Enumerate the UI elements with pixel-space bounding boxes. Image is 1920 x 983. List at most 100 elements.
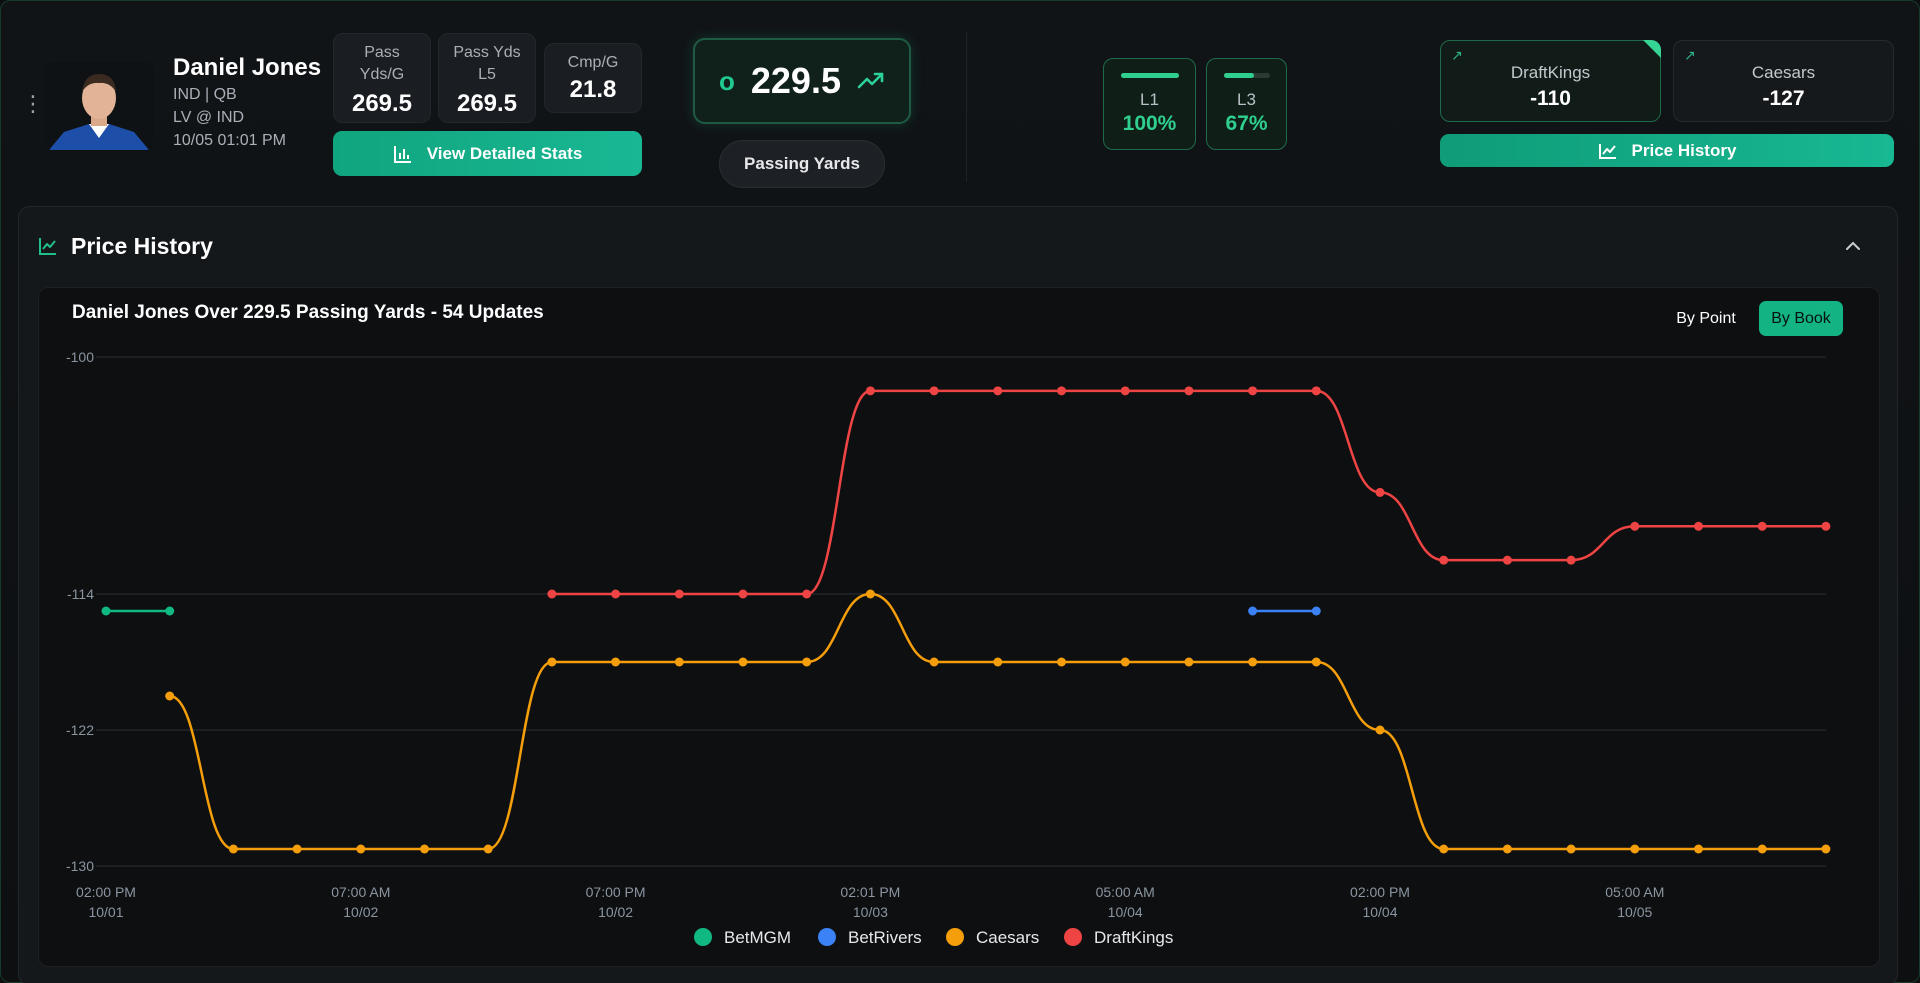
header-divider (966, 32, 967, 182)
stat-label: Cmp/G (567, 54, 619, 71)
y-tick-label: -114 (67, 586, 94, 602)
data-point-draftkings (738, 589, 748, 599)
hit-rate-value: 100% (1122, 112, 1177, 135)
data-point-caesars (420, 844, 429, 854)
data-point-caesars (483, 844, 493, 854)
data-point-caesars (611, 657, 621, 667)
x-tick-label: 05:00 AM (1605, 884, 1664, 900)
data-point-caesars (356, 844, 366, 854)
data-point-caesars (1439, 844, 1449, 854)
stat-card-pass-yds-per-game: Pass Yds/G 269.5 (333, 33, 431, 123)
x-tick-label: 10/03 (853, 904, 888, 920)
data-point-caesars (1566, 844, 1576, 854)
stat-value: 21.8 (569, 76, 617, 103)
data-point-betmgm (165, 606, 175, 616)
legend-marker-betrivers (818, 928, 836, 946)
data-point-draftkings (1248, 386, 1258, 396)
data-point-caesars (1502, 844, 1512, 854)
price-history-button-label: Price History (1631, 140, 1737, 160)
hit-rate-value: 67% (1225, 112, 1268, 135)
external-link-icon[interactable]: ↗ (1451, 47, 1463, 63)
stat-label: Pass Yds/G (359, 44, 405, 83)
hit-rate-bar (1120, 73, 1179, 78)
legend-label-caesars: Caesars (976, 928, 1039, 947)
x-tick-label: 07:00 PM (586, 884, 646, 900)
x-tick-label: 10/04 (1362, 904, 1397, 920)
stat-card-cmp-per-game: Cmp/G 21.8 (544, 43, 642, 113)
data-point-draftkings (1502, 555, 1512, 565)
data-point-caesars (1630, 844, 1640, 854)
price-history-button[interactable]: Price History (1440, 134, 1894, 167)
hit-rate-l1: L1 100% (1103, 58, 1196, 150)
data-point-draftkings (1566, 555, 1576, 565)
series-line-caesars (169, 592, 1826, 851)
data-point-draftkings (1311, 386, 1321, 396)
prop-line-card[interactable]: o 229.5 (693, 38, 911, 124)
data-point-caesars (292, 844, 302, 854)
data-point-betmgm (101, 606, 111, 616)
data-point-caesars (1694, 844, 1703, 854)
hit-rate-label: L3 (1237, 90, 1256, 109)
x-tick-label: 02:01 PM (840, 884, 900, 900)
data-point-caesars (1757, 844, 1767, 854)
book-odds: -127 (1762, 87, 1805, 110)
x-tick-label: 07:00 AM (331, 884, 390, 900)
y-tick-label: -100 (66, 349, 94, 365)
data-point-caesars (802, 657, 812, 667)
data-point-caesars (993, 657, 1003, 667)
legend-label-betmgm: BetMGM (724, 928, 791, 947)
hit-rate-label: L1 (1140, 90, 1159, 109)
x-tick-label: 02:00 PM (76, 884, 136, 900)
legend-label-draftkings: DraftKings (1094, 928, 1173, 947)
stat-value: 269.5 (456, 90, 518, 117)
y-tick-label: -122 (66, 722, 94, 738)
line-chart-icon (1598, 143, 1616, 159)
data-point-draftkings (1439, 555, 1449, 565)
data-point-draftkings (674, 589, 684, 599)
panel-title: Price History (71, 233, 213, 259)
x-tick-label: 10/05 (1617, 904, 1652, 920)
market-pill[interactable]: Passing Yards (719, 140, 885, 188)
data-point-caesars (738, 657, 748, 667)
data-point-draftkings (1120, 386, 1130, 396)
trending-up-icon (857, 72, 884, 89)
x-tick-label: 05:00 AM (1096, 884, 1155, 900)
stat-card-pass-yds-l5: Pass Yds L5 269.5 (438, 33, 536, 123)
hit-rate-l3: L3 67% (1206, 58, 1287, 150)
x-tick-label: 10/01 (88, 904, 123, 920)
book-name: Caesars (1751, 63, 1816, 82)
legend-marker-draftkings (1064, 928, 1082, 946)
chart-container (38, 287, 1880, 967)
data-point-draftkings (1630, 521, 1640, 531)
player-matchup: LV @ IND (173, 109, 245, 126)
view-detailed-stats-button[interactable]: View Detailed Stats (333, 131, 642, 176)
data-point-caesars (1184, 657, 1194, 667)
data-point-caesars (1821, 844, 1831, 854)
data-point-caesars (674, 657, 684, 667)
data-point-betrivers (1248, 606, 1258, 616)
bar-chart-icon (393, 145, 411, 163)
chart-title: Daniel Jones Over 229.5 Passing Yards - … (72, 302, 544, 323)
game-datetime: 10/05 01:01 PM (173, 132, 286, 149)
toggle-by-point[interactable]: By Point (1676, 310, 1736, 327)
stat-label: Pass Yds L5 (453, 44, 521, 83)
legend-marker-betmgm (694, 928, 712, 946)
x-tick-label: 10/04 (1108, 904, 1143, 920)
data-point-caesars (865, 589, 875, 599)
book-card-caesars[interactable]: ↗ Caesars -127 (1673, 40, 1894, 122)
data-point-betrivers (1311, 606, 1321, 616)
toggle-by-book[interactable]: By Book (1759, 301, 1843, 336)
hit-rate-bar (1223, 73, 1270, 78)
data-point-caesars (1311, 657, 1321, 667)
prop-line-value: 229.5 (750, 60, 841, 101)
data-point-caesars (547, 657, 557, 667)
over-under-indicator: o (719, 65, 735, 96)
x-tick-label: 10/02 (343, 904, 378, 920)
external-link-icon[interactable]: ↗ (1684, 47, 1696, 63)
data-point-draftkings (1694, 521, 1703, 531)
player-team-position: IND | QB (173, 86, 237, 103)
legend-label-betrivers: BetRivers (848, 928, 922, 947)
collapse-chevron-icon[interactable] (1842, 236, 1864, 261)
data-point-draftkings (993, 386, 1003, 396)
book-card-draftkings[interactable]: ↗ DraftKings -110 (1440, 40, 1661, 122)
